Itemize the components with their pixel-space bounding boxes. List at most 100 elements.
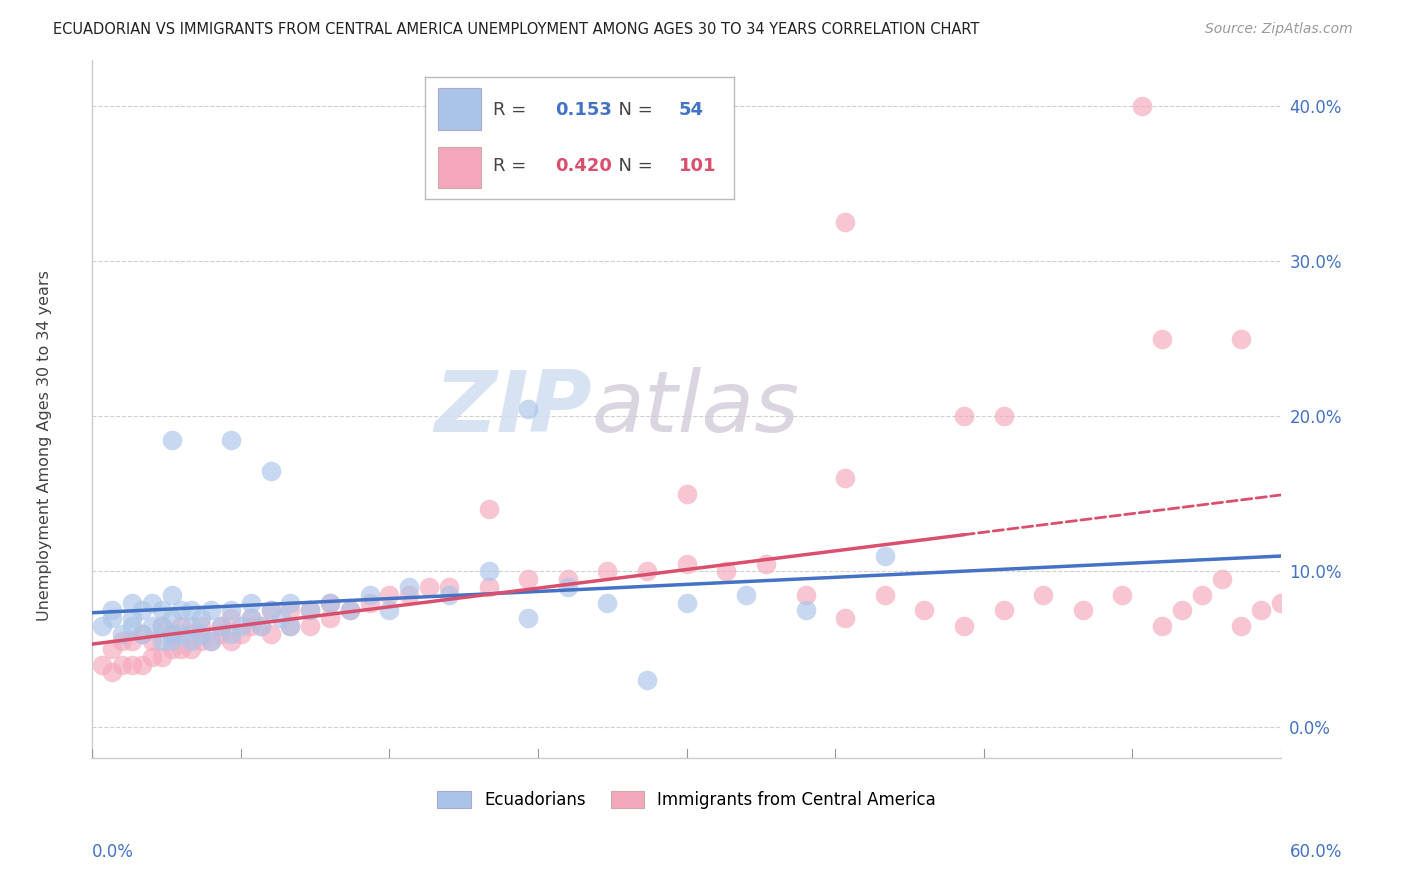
Point bbox=[1071, 603, 1094, 617]
Point bbox=[319, 595, 342, 609]
Point bbox=[794, 603, 817, 617]
Point bbox=[121, 619, 143, 633]
Point bbox=[319, 611, 342, 625]
Point bbox=[141, 649, 163, 664]
Point bbox=[111, 657, 134, 672]
Point bbox=[190, 626, 212, 640]
Text: atlas: atlas bbox=[592, 368, 800, 450]
Point bbox=[180, 626, 202, 640]
Point bbox=[1152, 619, 1174, 633]
Point bbox=[229, 619, 252, 633]
Point bbox=[121, 634, 143, 648]
Point bbox=[131, 626, 153, 640]
Point bbox=[160, 634, 183, 648]
Point bbox=[170, 603, 193, 617]
Point bbox=[239, 595, 262, 609]
Point bbox=[912, 603, 935, 617]
Point bbox=[280, 619, 302, 633]
Point bbox=[111, 626, 134, 640]
Point bbox=[993, 603, 1015, 617]
Point bbox=[834, 611, 856, 625]
Point bbox=[359, 588, 381, 602]
Point bbox=[1130, 99, 1153, 113]
Point bbox=[675, 595, 697, 609]
Text: 0.0%: 0.0% bbox=[91, 843, 134, 861]
Point bbox=[150, 634, 173, 648]
Point bbox=[160, 611, 183, 625]
Point bbox=[91, 657, 114, 672]
Point bbox=[359, 595, 381, 609]
Point bbox=[299, 619, 322, 633]
Legend: Ecuadorians, Immigrants from Central America: Ecuadorians, Immigrants from Central Ame… bbox=[430, 784, 942, 815]
Point bbox=[596, 595, 619, 609]
Point bbox=[209, 619, 232, 633]
Point bbox=[239, 619, 262, 633]
Text: Source: ZipAtlas.com: Source: ZipAtlas.com bbox=[1205, 22, 1353, 37]
Point bbox=[200, 603, 222, 617]
Point bbox=[180, 634, 202, 648]
Point bbox=[834, 471, 856, 485]
Point bbox=[200, 634, 222, 648]
Point bbox=[378, 603, 401, 617]
Point bbox=[517, 572, 540, 586]
Point bbox=[477, 502, 499, 516]
Point bbox=[180, 642, 202, 657]
Point bbox=[259, 603, 281, 617]
Point bbox=[1171, 603, 1194, 617]
Point bbox=[190, 619, 212, 633]
Point bbox=[477, 565, 499, 579]
Point bbox=[270, 611, 292, 625]
Point bbox=[378, 588, 401, 602]
Point bbox=[1230, 332, 1253, 346]
Point bbox=[259, 603, 281, 617]
Text: ECUADORIAN VS IMMIGRANTS FROM CENTRAL AMERICA UNEMPLOYMENT AMONG AGES 30 TO 34 Y: ECUADORIAN VS IMMIGRANTS FROM CENTRAL AM… bbox=[53, 22, 980, 37]
Point bbox=[249, 619, 271, 633]
Point bbox=[636, 673, 658, 687]
Point bbox=[280, 603, 302, 617]
Point bbox=[229, 626, 252, 640]
Point bbox=[1111, 588, 1133, 602]
Point bbox=[299, 603, 322, 617]
Point bbox=[160, 588, 183, 602]
Point bbox=[121, 611, 143, 625]
Point bbox=[675, 557, 697, 571]
Point bbox=[121, 595, 143, 609]
Point bbox=[121, 657, 143, 672]
Point bbox=[190, 611, 212, 625]
Point bbox=[209, 619, 232, 633]
Point bbox=[141, 634, 163, 648]
Point bbox=[1032, 588, 1054, 602]
Point bbox=[91, 619, 114, 633]
Point bbox=[280, 619, 302, 633]
Point bbox=[180, 619, 202, 633]
Point bbox=[953, 409, 976, 424]
Point bbox=[557, 580, 579, 594]
Point bbox=[131, 657, 153, 672]
Point bbox=[557, 572, 579, 586]
Point bbox=[636, 565, 658, 579]
Point bbox=[1270, 595, 1292, 609]
Point bbox=[418, 580, 440, 594]
Point bbox=[141, 595, 163, 609]
Point bbox=[101, 611, 124, 625]
Point bbox=[239, 611, 262, 625]
Point bbox=[1191, 588, 1213, 602]
Point bbox=[339, 603, 361, 617]
Point bbox=[180, 603, 202, 617]
Point bbox=[477, 580, 499, 594]
Point bbox=[398, 588, 420, 602]
Point bbox=[101, 642, 124, 657]
Point bbox=[209, 626, 232, 640]
Point bbox=[437, 580, 460, 594]
Point bbox=[735, 588, 758, 602]
Point bbox=[160, 642, 183, 657]
Point bbox=[219, 634, 242, 648]
Point bbox=[299, 603, 322, 617]
Point bbox=[111, 634, 134, 648]
Point bbox=[259, 626, 281, 640]
Point bbox=[150, 619, 173, 633]
Point bbox=[755, 557, 778, 571]
Point bbox=[101, 665, 124, 680]
Point bbox=[1230, 619, 1253, 633]
Point bbox=[219, 611, 242, 625]
